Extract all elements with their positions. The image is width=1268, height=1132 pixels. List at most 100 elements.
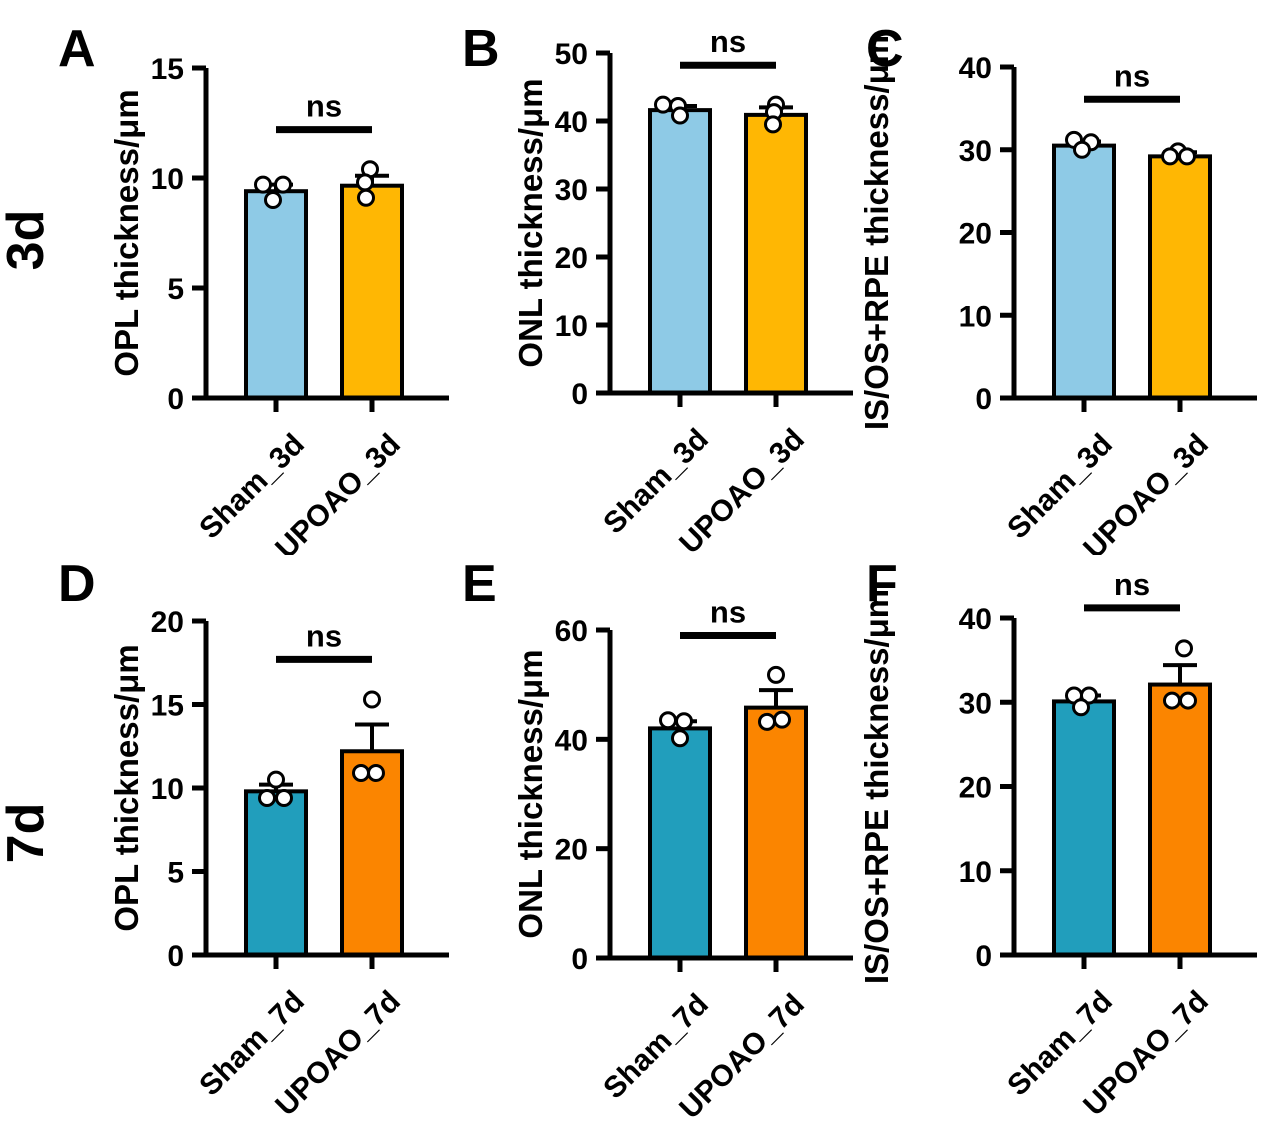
data-point-upoao_7d: [758, 712, 776, 731]
y-axis-label: OPL thickness/μm: [108, 89, 145, 376]
y-tick-label: 15: [151, 53, 184, 86]
bar-sham_3d: [1052, 143, 1116, 400]
data-point-sham_3d: [274, 175, 292, 194]
data-point-sham_3d: [1073, 140, 1091, 159]
data-point-upoao_7d: [367, 763, 385, 782]
y-tick-label: 0: [975, 383, 992, 416]
y-tick-label: 20: [959, 772, 992, 805]
y-tick-label: 15: [151, 690, 184, 723]
data-point-sham_7d: [671, 729, 689, 748]
row-gutter-7d: 7d: [0, 555, 56, 1132]
y-tick-label: 10: [959, 300, 992, 333]
y-axis-label: IS/OS+RPE thickness/μm: [864, 35, 895, 430]
bar-upoao_7d: [744, 705, 808, 960]
y-tick-label: 0: [571, 943, 588, 976]
y-tick-label: 50: [555, 38, 588, 71]
data-point-sham_3d: [254, 175, 272, 194]
bar-sham_7d: [244, 789, 308, 957]
data-point-upoao_7d: [1179, 691, 1197, 710]
y-tick-label: 10: [151, 773, 184, 806]
row-3d: 3d 0 5 10 15 Sham_3d UPOAO_3d OPL thickness/μm…: [0, 0, 1268, 555]
y-tick-label: 0: [167, 383, 184, 416]
data-point-sham_7d: [275, 789, 293, 808]
y-tick-label: 20: [555, 242, 588, 275]
data-point-upoao_7d: [773, 710, 791, 729]
bar-upoao_7d: [340, 749, 404, 957]
data-point-upoao_7d: [363, 690, 381, 709]
y-tick-label: 60: [555, 615, 588, 648]
data-point-sham_3d: [264, 191, 282, 209]
y-tick-label: 5: [167, 273, 184, 306]
data-point-upoao_3d: [764, 115, 782, 134]
data-point-upoao_3d: [357, 188, 375, 207]
row-label-7d: 7d: [0, 802, 55, 864]
y-axis-label: IS/OS+RPE thickness/μm: [864, 589, 895, 984]
y-tick-label: 10: [555, 310, 588, 343]
data-point-sham_7d: [258, 789, 276, 808]
data-point-upoao_7d: [1175, 639, 1193, 658]
panel-letter-B: B: [462, 20, 500, 78]
data-point-sham_7d: [659, 711, 677, 730]
sig-label: ns: [306, 618, 342, 653]
y-tick-label: 0: [167, 940, 184, 973]
data-point-upoao_7d: [1163, 691, 1181, 710]
data-point-upoao_3d: [1161, 147, 1179, 166]
panel-letter-E: E: [462, 555, 497, 613]
bar-sham_3d: [244, 189, 308, 400]
y-tick-label: 10: [959, 856, 992, 889]
panels-row-7d: 0 5 10 15 20 Sham_7d UPOAO_7d OPL thickness/μm n…: [56, 555, 1268, 1132]
data-point-upoao_7d: [352, 763, 370, 782]
y-axis-label: ONL thickness/μm: [512, 649, 549, 938]
row-7d: 7d 0 5 10 15 20 Sham_7d UPOAO_7d OPL thickness/…: [0, 555, 1268, 1132]
sig-label: ns: [1114, 567, 1150, 602]
panel-letter-C: C: [866, 20, 904, 78]
row-label-3d: 3d: [0, 209, 55, 271]
y-tick-label: 40: [555, 106, 588, 139]
y-tick-label: 30: [555, 174, 588, 207]
bar-sham_7d: [648, 726, 712, 960]
bar-upoao_3d: [744, 112, 808, 395]
data-point-sham_3d: [671, 106, 689, 125]
data-point-upoao_7d: [767, 665, 785, 684]
y-tick-label: 10: [151, 163, 184, 196]
data-point-sham_7d: [1072, 698, 1090, 717]
y-tick-label: 20: [151, 606, 184, 639]
sig-label: ns: [710, 594, 746, 629]
sig-label: ns: [1114, 58, 1150, 93]
data-point-upoao_3d: [356, 173, 374, 192]
y-axis-label: OPL thickness/μm: [108, 644, 145, 931]
panel-letter-A: A: [58, 20, 96, 78]
data-point-sham_7d: [267, 770, 285, 789]
sig-label: ns: [710, 24, 746, 59]
data-point-sham_7d: [1080, 686, 1098, 705]
data-point-sham_3d: [654, 95, 672, 114]
bar-sham_7d: [1052, 699, 1116, 957]
y-tick-label: 40: [959, 603, 992, 636]
row-gutter-3d: 3d: [0, 0, 56, 555]
y-tick-label: 30: [959, 687, 992, 720]
bar-upoao_7d: [1148, 682, 1212, 957]
panel-letter-D: D: [58, 555, 96, 613]
panel-letter-F: F: [866, 555, 898, 613]
y-axis-label: ONL thickness/μm: [512, 78, 549, 367]
bar-upoao_3d: [340, 183, 404, 400]
data-point-sham_7d: [675, 712, 693, 731]
y-tick-label: 40: [555, 724, 588, 757]
y-tick-label: 0: [975, 940, 992, 973]
y-tick-label: 5: [167, 857, 184, 890]
y-tick-label: 20: [959, 218, 992, 251]
y-tick-label: 0: [571, 378, 588, 411]
y-tick-label: 30: [959, 135, 992, 168]
y-tick-label: 20: [555, 834, 588, 867]
y-tick-label: 40: [959, 52, 992, 85]
data-point-upoao_3d: [1178, 147, 1196, 166]
panels-row-3d: 0 5 10 15 Sham_3d UPOAO_3d OPL thickness/μm ns A…: [56, 0, 1268, 555]
bar-upoao_3d: [1148, 154, 1212, 400]
bar-sham_3d: [648, 108, 712, 396]
